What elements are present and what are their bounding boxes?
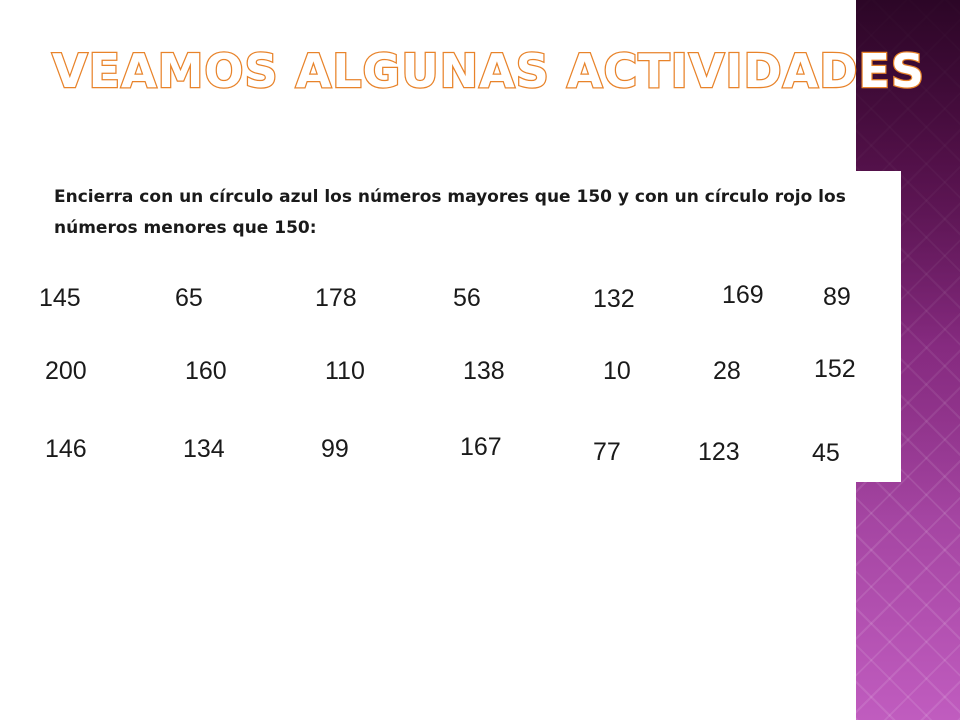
number-cell: 123 — [698, 438, 740, 466]
number-cell: 28 — [713, 357, 741, 385]
number-cell: 77 — [593, 438, 621, 466]
activity-instruction: Encierra con un círculo azul los números… — [54, 187, 846, 238]
number-cell: 167 — [460, 433, 502, 461]
activity-sheet: Encierra con un círculo azul los números… — [30, 171, 901, 482]
number-cell: 65 — [175, 284, 203, 312]
number-cell: 145 — [39, 284, 81, 312]
number-cell: 138 — [463, 357, 505, 385]
slide-title: Veamos algunas actividades — [51, 43, 926, 100]
number-cell: 146 — [45, 435, 87, 463]
number-cell: 56 — [453, 284, 481, 312]
number-cell: 169 — [722, 281, 764, 309]
number-cell: 132 — [593, 285, 635, 313]
number-cell: 152 — [814, 355, 856, 383]
number-cell: 110 — [325, 357, 365, 385]
decorative-side-bar — [856, 0, 960, 720]
number-cell: 200 — [45, 357, 87, 385]
number-cell: 178 — [315, 284, 357, 312]
number-cell: 45 — [812, 439, 840, 467]
number-cell: 10 — [603, 357, 631, 385]
number-cell: 134 — [183, 435, 225, 463]
number-cell: 99 — [321, 435, 349, 463]
number-cell: 89 — [823, 283, 851, 311]
number-cell: 160 — [185, 357, 227, 385]
